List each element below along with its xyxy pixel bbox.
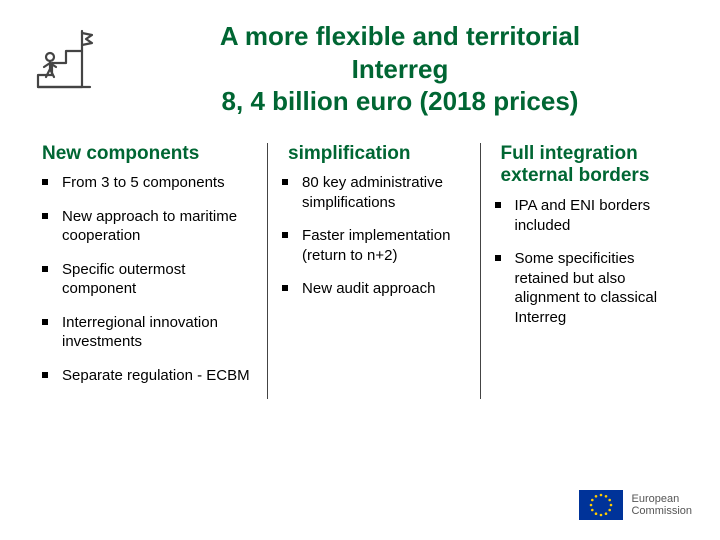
bullet-icon xyxy=(42,213,48,219)
bullet-icon xyxy=(495,255,501,261)
list-item-text: Some specificities retained but also ali… xyxy=(515,249,678,327)
list-item: New audit approach xyxy=(282,279,465,299)
bullet-icon xyxy=(282,285,288,291)
list-item: Faster implementation (return to n+2) xyxy=(282,226,465,265)
column-new-components: New components From 3 to 5 components Ne… xyxy=(28,143,267,400)
ec-text-line-2: Commission xyxy=(631,505,692,517)
bullet-icon xyxy=(282,179,288,185)
list-item: Interregional innovation investments xyxy=(42,313,253,352)
bullet-icon xyxy=(42,266,48,272)
bullet-icon xyxy=(42,179,48,185)
bullet-icon xyxy=(495,202,501,208)
list-item: Specific outermost component xyxy=(42,260,253,299)
column-heading: New components xyxy=(42,143,253,166)
column-heading: Full integration external borders xyxy=(495,143,678,189)
column-heading: simplification xyxy=(282,143,465,166)
stairs-flag-icon xyxy=(30,25,100,95)
list-item: Separate regulation - ECBM xyxy=(42,366,253,386)
european-commission-logo: European Commission xyxy=(579,490,692,520)
bullet-icon xyxy=(42,319,48,325)
ec-logo-text: European Commission xyxy=(631,493,692,517)
ec-text-line-1: European xyxy=(631,493,692,505)
bullet-list: From 3 to 5 components New approach to m… xyxy=(42,173,253,385)
bullet-list: IPA and ENI borders included Some specif… xyxy=(495,196,678,327)
columns: New components From 3 to 5 components Ne… xyxy=(0,128,720,400)
title-line-2: Interreg xyxy=(110,53,690,86)
list-item-text: IPA and ENI borders included xyxy=(515,196,678,235)
column-simplification: simplification 80 key administrative sim… xyxy=(267,143,479,400)
list-item-text: 80 key administrative simplifications xyxy=(302,173,465,212)
list-item-text: From 3 to 5 components xyxy=(62,173,225,193)
list-item-text: New audit approach xyxy=(302,279,435,299)
title-line-3: 8, 4 billion euro (2018 prices) xyxy=(110,85,690,118)
header: A more flexible and territorial Interreg… xyxy=(0,0,720,128)
list-item-text: Specific outermost component xyxy=(62,260,253,299)
eu-flag-icon xyxy=(579,490,623,520)
list-item-text: Interregional innovation investments xyxy=(62,313,253,352)
bullet-list: 80 key administrative simplifications Fa… xyxy=(282,173,465,299)
list-item-text: New approach to maritime cooperation xyxy=(62,207,253,246)
list-item-text: Separate regulation - ECBM xyxy=(62,366,250,386)
bullet-icon xyxy=(42,372,48,378)
list-item: New approach to maritime cooperation xyxy=(42,207,253,246)
title-block: A more flexible and territorial Interreg… xyxy=(110,20,690,118)
list-item: 80 key administrative simplifications xyxy=(282,173,465,212)
bullet-icon xyxy=(282,232,288,238)
list-item: Some specificities retained but also ali… xyxy=(495,249,678,327)
list-item: From 3 to 5 components xyxy=(42,173,253,193)
list-item: IPA and ENI borders included xyxy=(495,196,678,235)
column-full-integration: Full integration external borders IPA an… xyxy=(480,143,692,400)
list-item-text: Faster implementation (return to n+2) xyxy=(302,226,465,265)
title-line-1: A more flexible and territorial xyxy=(110,20,690,53)
